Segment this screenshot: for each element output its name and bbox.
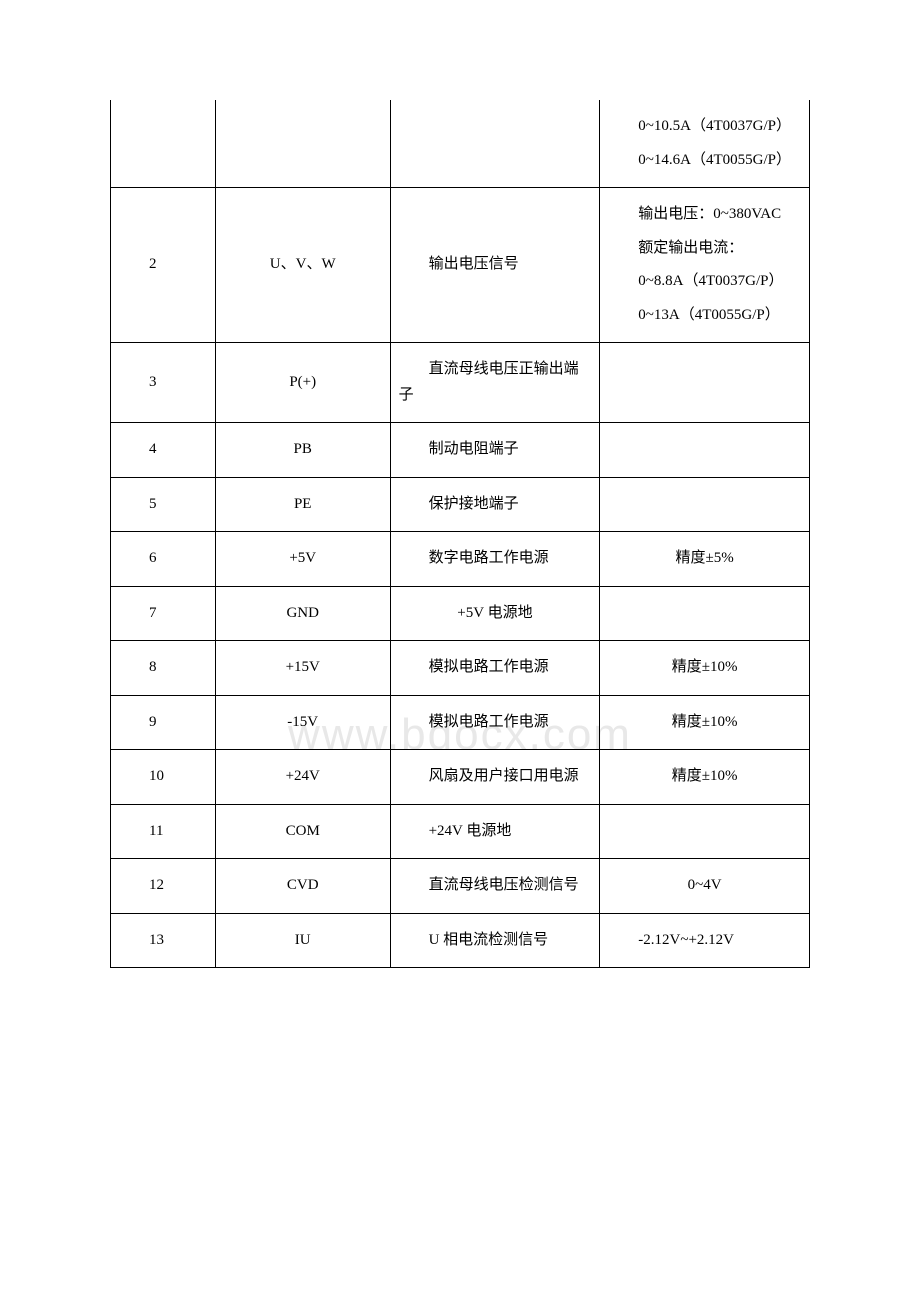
cell-index: 6 — [111, 532, 216, 587]
signal-spec-table: 0~10.5A（4T0037G/P） 0~14.6A（4T0055G/P） 2 … — [110, 100, 810, 968]
cell-index: 5 — [111, 477, 216, 532]
cell-desc: 直流母线电压检测信号 — [390, 859, 600, 914]
table-row: 0~10.5A（4T0037G/P） 0~14.6A（4T0055G/P） — [111, 100, 810, 188]
cell-spec — [600, 477, 810, 532]
table-row: 8 +15V 模拟电路工作电源 精度±10% — [111, 641, 810, 696]
cell-index — [111, 100, 216, 188]
cell-symbol — [215, 100, 390, 188]
spec-line: 额定输出电流： — [608, 236, 801, 262]
cell-desc: 风扇及用户接口用电源 — [390, 750, 600, 805]
cell-desc: 模拟电路工作电源 — [390, 641, 600, 696]
table-row: 7 GND +5V 电源地 — [111, 586, 810, 641]
cell-spec: 精度±10% — [600, 750, 810, 805]
cell-spec: 精度±5% — [600, 532, 810, 587]
table-row: 2 U、V、W 输出电压信号 输出电压：0~380VAC 额定输出电流： 0~8… — [111, 188, 810, 343]
cell-spec: 精度±10% — [600, 641, 810, 696]
cell-index: 10 — [111, 750, 216, 805]
table-row: 6 +5V 数字电路工作电源 精度±5% — [111, 532, 810, 587]
table-row: 3 P(+) 直流母线电压正输出端子 — [111, 343, 810, 423]
cell-index: 8 — [111, 641, 216, 696]
cell-desc: 模拟电路工作电源 — [390, 695, 600, 750]
spec-line: 0~13A（4T0055G/P） — [608, 303, 801, 329]
cell-spec — [600, 423, 810, 478]
cell-symbol: U、V、W — [215, 188, 390, 343]
cell-index: 7 — [111, 586, 216, 641]
cell-index: 2 — [111, 188, 216, 343]
spec-line: 0~10.5A（4T0037G/P） — [608, 114, 801, 140]
cell-symbol: +24V — [215, 750, 390, 805]
cell-desc: 保护接地端子 — [390, 477, 600, 532]
cell-symbol: PE — [215, 477, 390, 532]
cell-spec: 输出电压：0~380VAC 额定输出电流： 0~8.8A（4T0037G/P） … — [600, 188, 810, 343]
cell-index: 12 — [111, 859, 216, 914]
cell-index: 4 — [111, 423, 216, 478]
cell-spec: 0~10.5A（4T0037G/P） 0~14.6A（4T0055G/P） — [600, 100, 810, 188]
cell-desc: 输出电压信号 — [390, 188, 600, 343]
cell-desc: 制动电阻端子 — [390, 423, 600, 478]
cell-spec: 精度±10% — [600, 695, 810, 750]
cell-symbol: CVD — [215, 859, 390, 914]
spec-line: 0~14.6A（4T0055G/P） — [608, 148, 801, 174]
table-row: 11 COM +24V 电源地 — [111, 804, 810, 859]
cell-desc: +24V 电源地 — [390, 804, 600, 859]
table-row: 5 PE 保护接地端子 — [111, 477, 810, 532]
cell-spec — [600, 343, 810, 423]
table-row: 9 -15V 模拟电路工作电源 精度±10% — [111, 695, 810, 750]
cell-symbol: PB — [215, 423, 390, 478]
cell-desc: 直流母线电压正输出端子 — [390, 343, 600, 423]
cell-symbol: IU — [215, 913, 390, 968]
cell-desc: 数字电路工作电源 — [390, 532, 600, 587]
cell-index: 9 — [111, 695, 216, 750]
cell-desc — [390, 100, 600, 188]
table-row: 13 IU U 相电流检测信号 -2.12V~+2.12V — [111, 913, 810, 968]
cell-symbol: GND — [215, 586, 390, 641]
cell-symbol: +5V — [215, 532, 390, 587]
cell-symbol: -15V — [215, 695, 390, 750]
table-container: 0~10.5A（4T0037G/P） 0~14.6A（4T0055G/P） 2 … — [110, 100, 810, 968]
cell-spec: 0~4V — [600, 859, 810, 914]
cell-index: 11 — [111, 804, 216, 859]
table-row: 10 +24V 风扇及用户接口用电源 精度±10% — [111, 750, 810, 805]
cell-spec: -2.12V~+2.12V — [600, 913, 810, 968]
cell-symbol: COM — [215, 804, 390, 859]
cell-index: 13 — [111, 913, 216, 968]
table-row: 4 PB 制动电阻端子 — [111, 423, 810, 478]
spec-line: 0~8.8A（4T0037G/P） — [608, 269, 801, 295]
cell-spec — [600, 586, 810, 641]
cell-symbol: +15V — [215, 641, 390, 696]
cell-desc: +5V 电源地 — [390, 586, 600, 641]
cell-desc: U 相电流检测信号 — [390, 913, 600, 968]
spec-line: 输出电压：0~380VAC — [608, 202, 801, 228]
table-row: 12 CVD 直流母线电压检测信号 0~4V — [111, 859, 810, 914]
cell-symbol: P(+) — [215, 343, 390, 423]
cell-index: 3 — [111, 343, 216, 423]
cell-spec — [600, 804, 810, 859]
